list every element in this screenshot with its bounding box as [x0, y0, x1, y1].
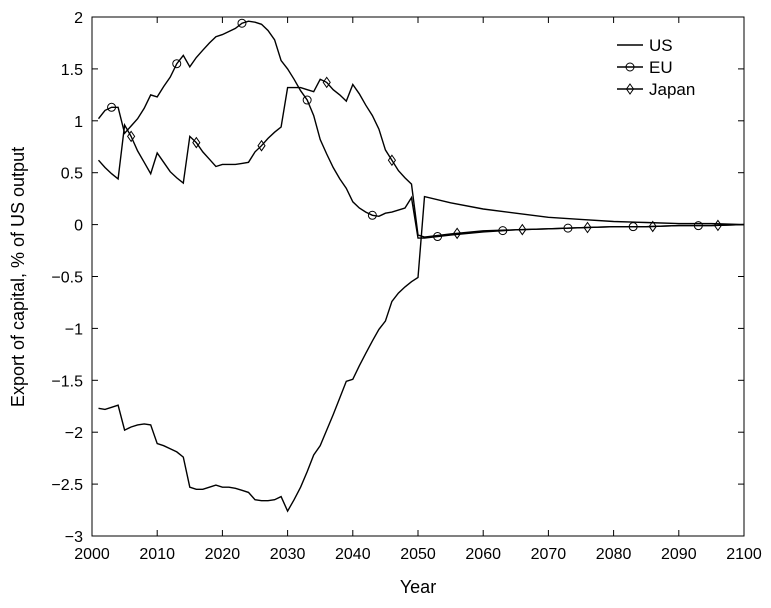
x-tick-label: 2080: [596, 546, 632, 563]
series-line-eu: [97, 20, 745, 239]
x-tick-label: 2040: [335, 546, 371, 563]
series-marker-eu: [172, 59, 182, 69]
y-tick-label: 0.5: [61, 166, 83, 183]
y-tick-label: 1.5: [61, 62, 83, 79]
x-axis: 2000 2010 2020 2030 2040 2050 2060 2070 2080 2090…: [74, 17, 762, 563]
series-marker-eu: [302, 95, 312, 105]
series-layer: [97, 18, 745, 513]
y-tick-label: 2: [74, 10, 83, 27]
x-tick-label: 2020: [205, 546, 241, 563]
y-tick-label: −1: [65, 321, 83, 338]
series-marker-japan: [192, 136, 201, 149]
series-us: [98, 195, 745, 513]
y-tick-label: −1.5: [51, 373, 83, 390]
series-marker-japan: [322, 76, 331, 89]
y-tick-label: −3: [65, 529, 83, 546]
x-tick-label: 2050: [400, 546, 436, 563]
x-tick-label: 2030: [270, 546, 306, 563]
y-tick-label: −2: [65, 425, 83, 442]
legend-marker: [625, 83, 635, 95]
legend-label: EU: [649, 58, 673, 77]
legend-label: US: [649, 36, 673, 55]
y-tick-label: −2.5: [51, 477, 83, 494]
x-tick-label: 2090: [661, 546, 697, 563]
series-marker-eu: [367, 210, 377, 220]
series-marker-eu: [107, 102, 117, 112]
y-tick-label: 0: [74, 218, 83, 235]
series-marker-japan: [583, 221, 592, 234]
legend-marker: [625, 62, 635, 72]
legend-item-us: US: [617, 36, 673, 55]
x-tick-label: 2100: [726, 546, 762, 563]
series-marker-japan: [127, 130, 136, 143]
series-eu: [97, 18, 745, 242]
y-axis-title: Export of capital, % of US output: [8, 147, 28, 407]
x-tick-label: 2070: [531, 546, 567, 563]
legend: US EU Japan: [617, 36, 695, 99]
series-marker-japan: [453, 227, 462, 240]
legend-item-eu: EU: [617, 58, 673, 77]
series-marker-japan: [257, 139, 266, 152]
series-marker-japan: [648, 220, 657, 233]
series-marker-eu: [237, 18, 247, 28]
y-axis: −3 −2.5 −2 −1.5 −1 −0.5 0 0.5 1 1.5 2: [51, 10, 744, 546]
series-japan: [97, 76, 745, 240]
legend-item-japan: Japan: [617, 80, 695, 99]
series-marker-japan: [518, 223, 527, 236]
series-marker-japan: [713, 219, 723, 232]
y-tick-label: 1: [74, 114, 83, 131]
x-tick-label: 2000: [74, 546, 110, 563]
legend-label: Japan: [649, 80, 695, 99]
x-axis-title: Year: [400, 577, 436, 597]
x-tick-label: 2060: [465, 546, 501, 563]
series-line-us: [98, 195, 745, 513]
series-marker-japan: [387, 154, 397, 167]
y-tick-label: −0.5: [51, 270, 83, 287]
x-tick-label: 2010: [139, 546, 175, 563]
series-line-japan: [97, 78, 745, 238]
